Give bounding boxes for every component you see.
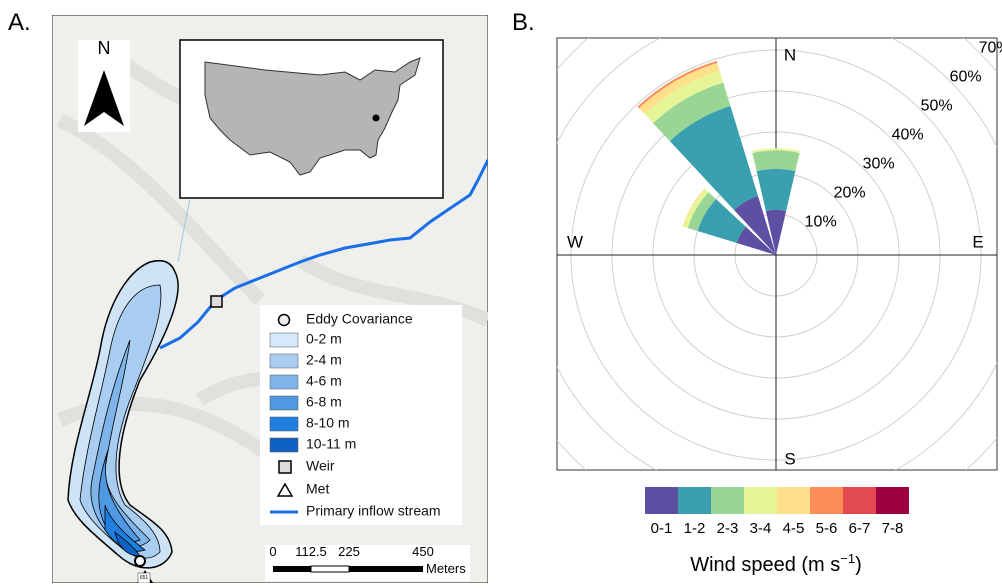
rose-segment [669,106,759,211]
rose-segment [638,62,720,115]
legend-symbol [277,313,291,327]
direction-label: N [784,45,796,64]
colorbar-swatch [645,487,678,514]
scale-bar: 0 112.5 225 450 Meters [265,544,470,581]
direction-label: E [972,232,983,251]
panel-label: B. [512,9,535,36]
legend-symbol [269,437,299,453]
rose-frame [556,37,998,471]
rose-segment [756,168,796,212]
legend-label: Eddy Covariance [306,311,413,327]
direction-label: W [567,232,583,251]
rose [557,38,997,470]
legend-label: 4-6 m [306,373,342,389]
legend-symbol [269,332,299,348]
scale-label: 225 [338,544,360,559]
rose-segment [644,70,724,124]
rose-segment [683,189,709,229]
rose-segment [682,188,706,227]
rose-labels: 10% 20% 30% 40% 50% 60% 70% N E S W [567,39,1002,468]
rose-segment [765,209,787,255]
r-tick-label: 20% [834,184,866,201]
rose-segment [697,199,747,244]
colorbar-label: 0-1 [651,520,673,537]
legend-title-sup: −1 [840,551,855,566]
road-label: 651 [140,575,149,581]
legend-symbol [278,460,292,474]
site-dot [372,114,380,122]
r-tick-label: 70% [979,39,1002,56]
legend-symbol [269,416,299,432]
north-label: N [98,38,111,58]
colorbar-label: 6-7 [849,520,871,537]
legend-label: Weir [306,458,335,474]
scale-label: 112.5 [295,544,327,559]
r-tick-label: 40% [892,126,924,143]
scale-label: 450 [412,544,434,559]
colorbar-swatch [876,487,909,514]
creek [177,199,191,263]
legend-title: Wind speed (m s−1) [690,551,862,576]
direction-label: S [784,449,795,468]
road-sign [137,572,151,583]
legend-label: 8-10 m [306,415,350,431]
panel-label: A. [8,9,31,36]
colorbar-swatch [843,487,876,514]
north-arrow [84,70,124,126]
legend-label: Met [306,481,329,497]
colorbar-swatch [744,487,777,514]
scale-seg [310,565,350,573]
colorbar-label: 7-8 [882,520,904,537]
colorbar-swatch [810,487,843,514]
lake-8-10 [104,504,146,552]
weir-marker [210,295,223,308]
colorbar-label: 3-4 [750,520,772,537]
scale-seg [273,566,311,572]
eddy-marker [134,555,146,567]
legend-symbol [269,353,299,369]
legend-label: 0-2 m [306,331,342,347]
rose-segment [752,148,800,154]
legend-title-part: Wind speed (m s [690,554,840,576]
r-tick-label: 50% [921,97,953,114]
colorbar: 0-1 1-2 2-3 3-4 4-5 5-6 6-7 7-8 [645,487,909,537]
rose-segment [736,227,776,255]
colorbar-label: 1-2 [684,520,706,537]
colorbar-swatch [711,487,744,514]
scale-seg [349,566,423,572]
legend-label: 6-8 m [306,394,342,410]
colorbar-swatch [678,487,711,514]
scale-label: 0 [269,544,276,559]
rose-segment [734,196,776,255]
us-map [204,57,421,176]
legend-symbol [269,374,299,390]
rose-segment [687,192,717,232]
colorbar-label: 4-5 [783,520,805,537]
legend-label: Primary inflow stream [306,503,441,519]
rose-segment [652,82,731,142]
legend-label: 10-11 m [306,436,356,452]
colorbar-label: 5-6 [816,520,838,537]
map: N 651 [52,15,488,583]
r-tick-label: 30% [863,155,895,172]
colorbar-label: 2-3 [717,520,739,537]
map-legend: Eddy Covariance 0-2 m 2-4 m 4-6 m 6-8 m 8-10 … [260,305,462,525]
legend-title-part: ) [855,554,862,576]
colorbar-swatch [777,487,810,514]
scale-unit: Meters [426,561,466,576]
legend-symbol [269,395,299,411]
scale-box [265,545,470,581]
legend-symbol [276,482,294,497]
legend-label: 2-4 m [306,352,342,368]
rose-segment [752,150,800,172]
r-tick-label: 60% [950,68,982,85]
r-tick-label: 10% [805,213,837,230]
